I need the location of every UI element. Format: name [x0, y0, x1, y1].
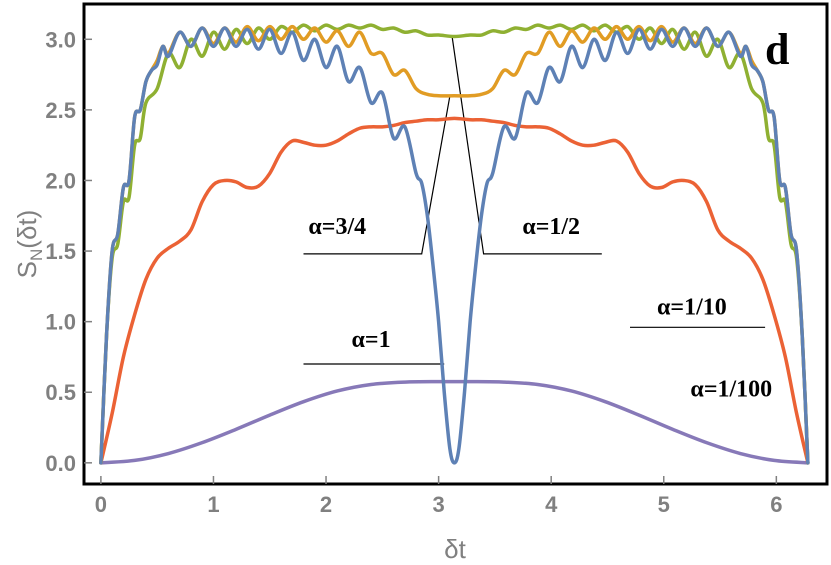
annotation-layer: α=3/4 α=1/2 α=1 α=1/10 α=1/100 [308, 214, 772, 402]
y-axis-title-rest: (δt) [12, 210, 42, 249]
x-tick-label: 4 [545, 492, 558, 517]
series-annotation: α=1/100 [690, 376, 772, 402]
tick-layer: 0 1 2 3 4 5 6 0.0 0.5 1.0 1.5 2.0 2.5 3.0 [45, 27, 782, 517]
y-tick-label: 2.5 [45, 98, 76, 123]
y-tick-label: 0.5 [45, 380, 76, 405]
x-tick-label: 0 [95, 492, 107, 517]
plot-frame [82, 2, 829, 486]
y-tick-label: 1.0 [45, 310, 76, 335]
y-axis-title-main: S [12, 261, 42, 278]
leader-lines [303, 36, 766, 365]
series-line [99, 23, 810, 465]
y-tick-label: 1.5 [45, 239, 76, 264]
series-annotation: α=1/2 [522, 214, 580, 240]
x-tick-label: 1 [207, 492, 219, 517]
leader-line [303, 95, 451, 255]
x-tick-label: 3 [432, 492, 444, 517]
leader-line [451, 36, 602, 255]
y-tick-label: 3.0 [45, 27, 76, 52]
x-axis-title: δt [444, 534, 466, 564]
series-annotation: α=3/4 [308, 214, 366, 240]
x-tick-label: 6 [770, 492, 782, 517]
series-layer [99, 23, 810, 465]
series-line [99, 116, 810, 465]
series-annotation: α=1/10 [657, 295, 727, 321]
y-tick-label: 2.0 [45, 168, 76, 193]
y-tick-label: 0.0 [45, 451, 76, 476]
y-axis-title: SN(δt) [12, 210, 46, 279]
series-line [99, 379, 810, 465]
series-line [99, 26, 810, 465]
x-tick-label: 5 [658, 492, 670, 517]
x-tick-label: 2 [320, 492, 332, 517]
series-annotation: α=1 [352, 327, 391, 353]
panel-label: d [765, 25, 789, 74]
y-axis-title-sub: N [27, 249, 46, 261]
